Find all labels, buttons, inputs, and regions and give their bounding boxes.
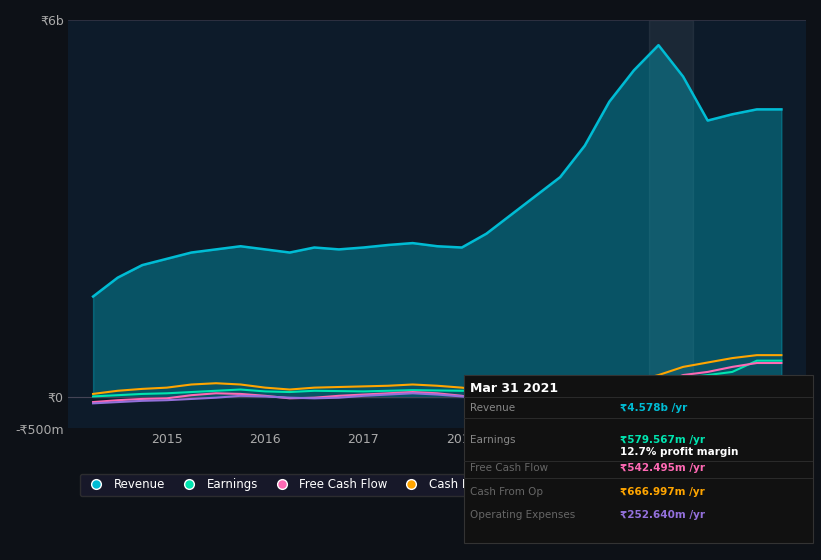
Text: Free Cash Flow: Free Cash Flow [470,463,548,473]
Text: Cash From Op: Cash From Op [470,487,544,497]
Text: 12.7% profit margin: 12.7% profit margin [620,447,738,457]
Text: Earnings: Earnings [470,435,516,445]
Text: ₹542.495m /yr: ₹542.495m /yr [620,463,705,473]
Text: ₹4.578b /yr: ₹4.578b /yr [620,403,687,413]
Text: Operating Expenses: Operating Expenses [470,510,576,520]
Text: ₹666.997m /yr: ₹666.997m /yr [620,487,704,497]
Text: Mar 31 2021: Mar 31 2021 [470,382,558,395]
Legend: Revenue, Earnings, Free Cash Flow, Cash From Op, Operating Expenses: Revenue, Earnings, Free Cash Flow, Cash … [80,474,677,496]
Text: ₹252.640m /yr: ₹252.640m /yr [620,510,705,520]
Text: Revenue: Revenue [470,403,516,413]
Text: ₹579.567m /yr: ₹579.567m /yr [620,435,705,445]
Bar [649,20,693,428]
